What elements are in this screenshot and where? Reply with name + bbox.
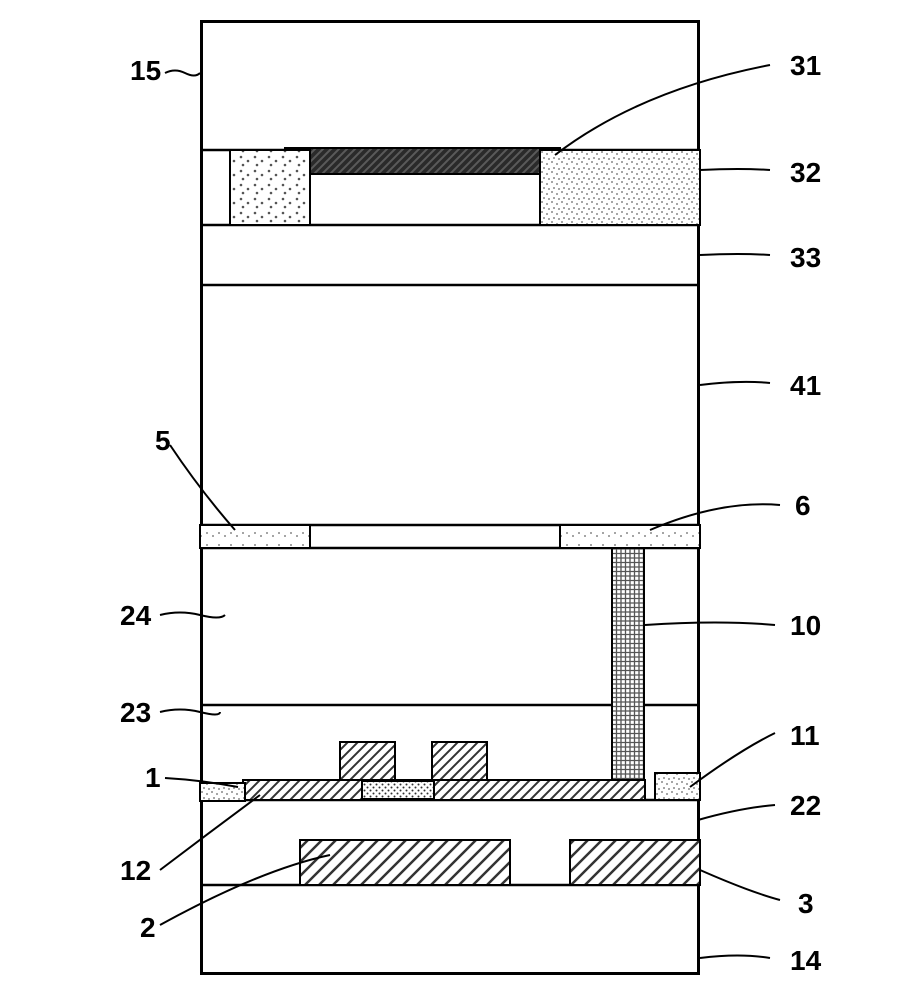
region-10 [612,548,644,798]
region-5 [200,525,310,548]
label-3: 3 [798,888,814,920]
label-12: 12 [120,855,151,887]
label-6: 6 [795,490,811,522]
region-11-main [243,780,645,800]
region-1-bump-left [340,742,395,782]
label-15: 15 [130,55,161,87]
diagram-svg [0,0,903,1000]
region-12-left [200,783,245,801]
label-33: 33 [790,242,821,274]
region-11-right [655,773,700,800]
region-2-center [362,781,434,799]
region-31 [285,148,560,174]
label-11: 11 [790,720,820,752]
label-22: 22 [790,790,821,822]
label-23: 23 [120,697,151,729]
label-14: 14 [790,945,821,977]
label-5: 5 [155,425,171,457]
region-32-right [540,150,700,225]
label-10: 10 [790,610,821,642]
region-3-right [570,840,700,885]
label-1: 1 [145,762,161,794]
region-3-left [300,840,510,885]
region-1-bump-right [432,742,487,782]
region-32-left [230,150,310,225]
label-32: 32 [790,157,821,189]
label-31: 31 [790,50,821,82]
label-24: 24 [120,600,151,632]
label-41: 41 [790,370,821,402]
region-6 [560,525,700,548]
label-2: 2 [140,912,156,944]
